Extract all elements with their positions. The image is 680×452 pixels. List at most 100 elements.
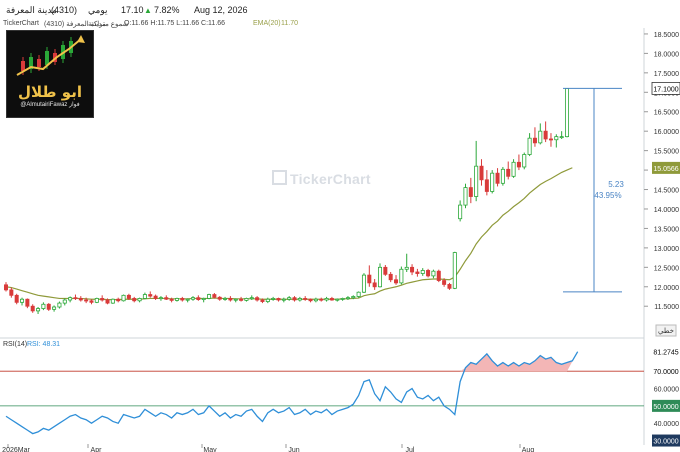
candle-body bbox=[297, 298, 302, 301]
logo-title: ابو طلال bbox=[18, 83, 82, 101]
candle-body bbox=[516, 161, 521, 168]
candle bbox=[388, 271, 393, 283]
candle bbox=[249, 295, 254, 300]
candle bbox=[212, 292, 217, 299]
candle bbox=[121, 294, 126, 302]
candle bbox=[394, 275, 399, 285]
ema-label: EMA(20) bbox=[253, 20, 281, 27]
draw-mode-button-box bbox=[655, 324, 677, 337]
candle bbox=[137, 297, 142, 303]
candle-body bbox=[426, 270, 431, 277]
candle bbox=[100, 295, 105, 302]
ema-price-tag: 15.0566 bbox=[652, 161, 680, 174]
candle bbox=[495, 168, 500, 187]
candle bbox=[105, 298, 110, 305]
candle bbox=[174, 297, 179, 302]
rsi-70-tag-box bbox=[652, 365, 680, 378]
instrument-label: مدينة المعرفة (4310) bbox=[44, 21, 106, 28]
candle bbox=[351, 295, 356, 300]
candle-body bbox=[105, 299, 110, 304]
candle-body bbox=[351, 296, 356, 299]
price-axis: 18.500018.000017.500017.000016.500016.00… bbox=[643, 28, 680, 445]
candle bbox=[196, 295, 201, 301]
change-arrow-icon: ▲ bbox=[144, 6, 152, 15]
candle bbox=[57, 301, 62, 309]
candle bbox=[543, 121, 548, 143]
candle bbox=[30, 304, 35, 313]
candle-body bbox=[207, 294, 212, 299]
candle bbox=[255, 296, 260, 302]
candle bbox=[292, 296, 297, 302]
candle bbox=[217, 296, 222, 301]
candle bbox=[116, 297, 121, 303]
time-tick-label: Jun bbox=[288, 447, 299, 452]
time-tick-label: 2026Mar bbox=[2, 447, 30, 452]
candle bbox=[201, 297, 206, 303]
candle bbox=[169, 297, 174, 303]
candle-body bbox=[372, 282, 377, 288]
candle-body bbox=[14, 294, 19, 303]
candle-body bbox=[73, 297, 78, 300]
draw-mode-button[interactable]: خطي bbox=[655, 324, 677, 337]
candle-body bbox=[132, 298, 137, 302]
time-tick-label: Aug bbox=[522, 447, 535, 452]
candle bbox=[297, 296, 302, 302]
candle bbox=[335, 298, 340, 302]
rsi-line bbox=[5, 351, 579, 435]
price-tick-label: 13.0000 bbox=[654, 246, 679, 253]
candle bbox=[73, 294, 78, 300]
candle-body bbox=[548, 138, 553, 141]
candle-body bbox=[36, 308, 41, 312]
price-tick-label: 18.5000 bbox=[654, 32, 679, 39]
candle-body bbox=[420, 270, 425, 274]
candle bbox=[303, 296, 308, 301]
candle bbox=[554, 134, 559, 148]
candle-body bbox=[388, 273, 393, 281]
candle bbox=[527, 133, 532, 157]
candle bbox=[372, 278, 377, 290]
candle-body bbox=[148, 294, 153, 297]
candle bbox=[548, 133, 553, 147]
candle bbox=[62, 298, 67, 306]
candle-body bbox=[223, 298, 228, 300]
candle bbox=[132, 296, 137, 303]
price-tick-label: 11.5000 bbox=[654, 304, 679, 311]
candle-body bbox=[137, 298, 142, 302]
candle-body bbox=[174, 298, 179, 301]
rsi-tick-label: 40.0000 bbox=[654, 421, 679, 428]
candle bbox=[404, 253, 409, 272]
candle-body bbox=[41, 303, 46, 309]
rsi-50-tag-box bbox=[652, 399, 680, 412]
candle-body bbox=[260, 299, 265, 302]
candle-body bbox=[458, 204, 463, 220]
candle-body bbox=[201, 298, 206, 301]
candle-body bbox=[121, 294, 126, 302]
candle bbox=[367, 265, 372, 287]
candle bbox=[41, 302, 46, 311]
last-price-tag-label: 17.1000 bbox=[653, 86, 678, 93]
watermark-logo-icon bbox=[272, 170, 287, 185]
candle bbox=[207, 293, 212, 300]
candle-body bbox=[324, 298, 329, 301]
candle bbox=[89, 299, 94, 305]
candle bbox=[356, 291, 361, 298]
rsi-title: RSI(14) bbox=[3, 341, 27, 348]
rsi-tick-label: 60.0000 bbox=[654, 387, 679, 394]
candle bbox=[185, 298, 190, 303]
candle-body bbox=[468, 187, 473, 197]
candle bbox=[463, 183, 468, 209]
time-tick-label: Apr bbox=[91, 447, 103, 452]
candle-body bbox=[46, 303, 51, 310]
candle bbox=[361, 273, 366, 293]
candle-body bbox=[228, 298, 233, 301]
candle-body bbox=[404, 266, 409, 270]
candle bbox=[383, 264, 388, 276]
candle-body bbox=[84, 299, 89, 302]
measure-change: 5.23 bbox=[608, 180, 624, 189]
candle-body bbox=[335, 298, 340, 301]
candle bbox=[436, 269, 441, 283]
candle bbox=[110, 298, 115, 304]
candle bbox=[9, 287, 14, 298]
logo-candles-graphic bbox=[16, 35, 85, 76]
